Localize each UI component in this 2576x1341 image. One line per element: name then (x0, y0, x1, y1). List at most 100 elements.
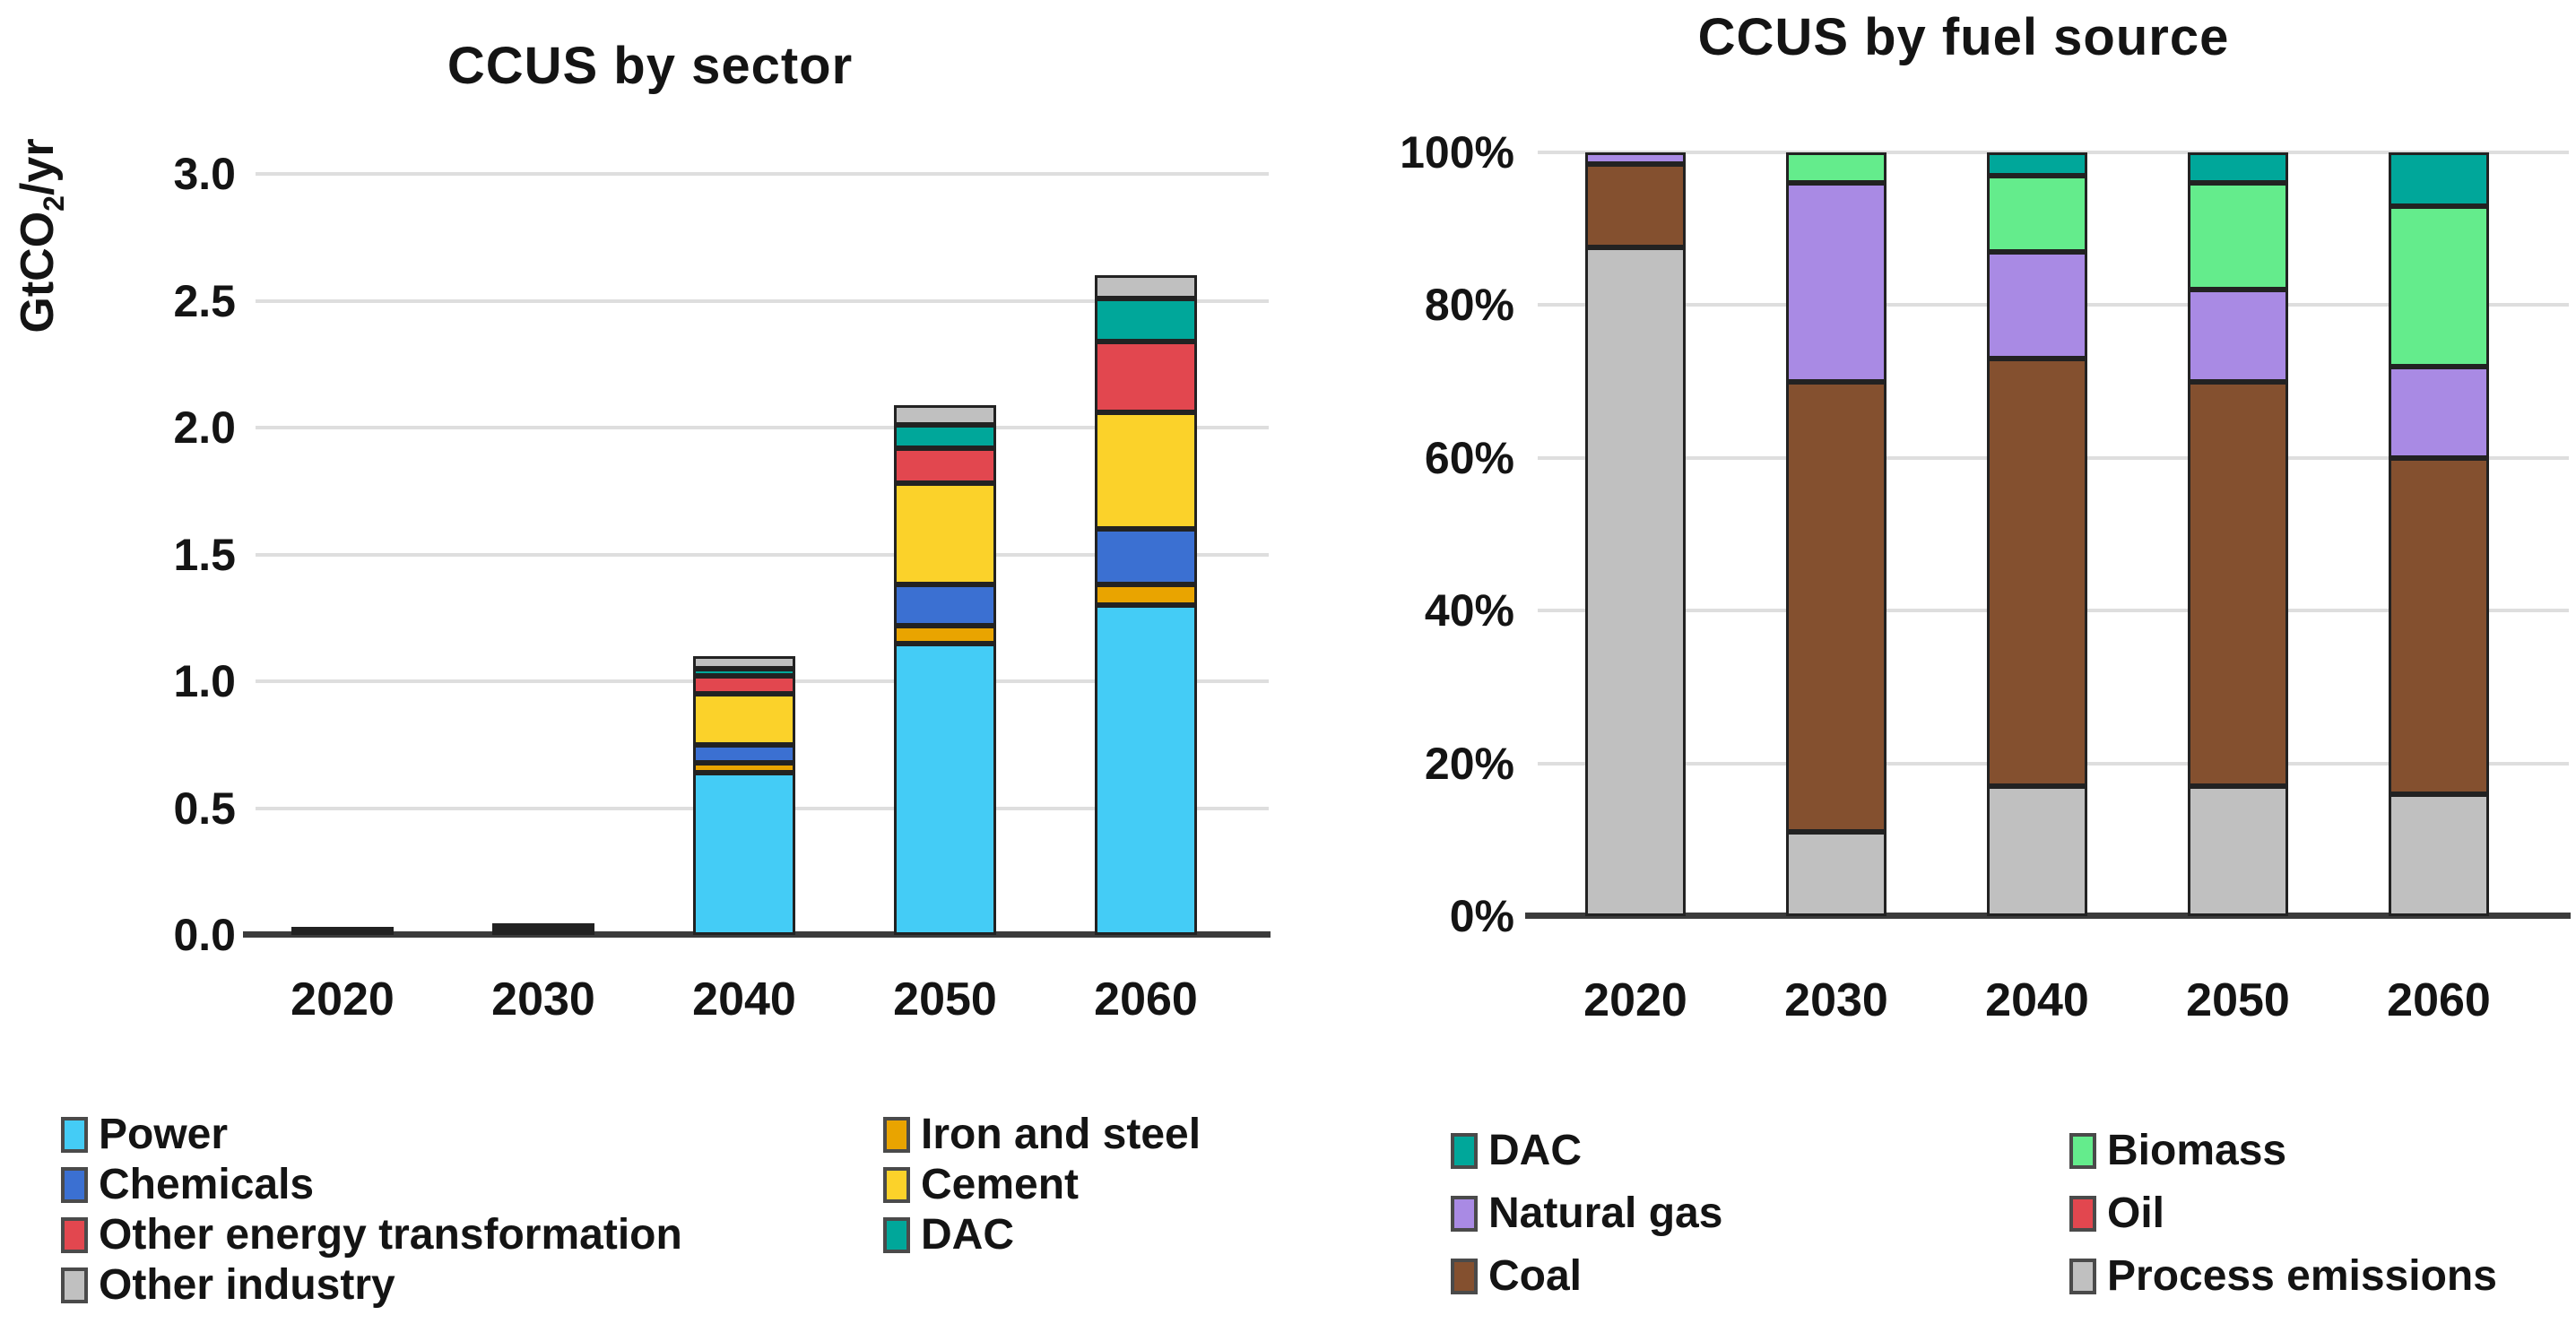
fuel-plot-area: 0% 20% 40% 60% 80% 100% 2020 2030 2040 2050 2060 (1400, 125, 2571, 1026)
legend-label-dac: DAC (1488, 1127, 1582, 1174)
bar-segment-other-industry-2040 (693, 656, 795, 669)
x-tick-label-2050: 2050 (893, 973, 997, 1025)
bar-segment-dac-2060 (1095, 298, 1197, 342)
gridline-2.5 (256, 298, 1269, 303)
bar-segment-iron-and-steel-2040 (693, 763, 795, 773)
legend-swatch-other-industry (61, 1267, 88, 1303)
bar-segment-process-emissions-2040 (1987, 786, 2087, 916)
x-tick-label-2050: 2050 (2186, 974, 2290, 1026)
legend-swatch-coal (1451, 1258, 1478, 1294)
legend-item-natural-gas: Natural gas (1451, 1189, 1722, 1238)
legend-item-power: Power (61, 1110, 228, 1159)
x-tick-label-2060: 2060 (1094, 973, 1198, 1025)
bar-segment-other-industry-2060 (1095, 275, 1197, 298)
legend-item-dac: DAC (883, 1210, 1014, 1259)
bar-segment-natural-gas-2040 (1987, 252, 2087, 359)
legend-swatch-dac (883, 1216, 910, 1253)
bar-segment-other-industry-2050 (894, 405, 996, 425)
gridline-1.5 (256, 552, 1269, 557)
bar-segment-power-2040 (693, 773, 795, 935)
legend-swatch-cement (883, 1166, 910, 1203)
gridline-2.0 (256, 426, 1269, 429)
bar-segment-cement-2040 (693, 694, 795, 745)
y-tick-label: 80% (1424, 280, 1514, 331)
bar-segment-dac-2040 (1987, 152, 2087, 176)
legend-label-oil: Oil (2107, 1190, 2165, 1237)
y-tick-label: 0.0 (173, 910, 236, 960)
y-axis-label-text: GtCO (12, 211, 64, 333)
bar-segment-iron-and-steel-2050 (894, 626, 996, 644)
x-tick-label-2020: 2020 (291, 973, 395, 1025)
bar-segment-dac-2050 (894, 425, 996, 448)
bar-segment-other-energy-transformation-2050 (894, 448, 996, 483)
legend-label-biomass: Biomass (2107, 1127, 2287, 1174)
x-tick-label-2030: 2030 (1784, 974, 1888, 1026)
bar-segment-natural-gas-2060 (2389, 367, 2489, 458)
bar-segment-process-emissions-2030 (1786, 832, 1886, 916)
legend-label-coal: Coal (1488, 1252, 1583, 1300)
bar-segment-process-emissions-2060 (2389, 794, 2489, 916)
x-tick-label-2040: 2040 (1985, 974, 2089, 1026)
legend-item-process-emissions: Process emissions (2069, 1251, 2497, 1301)
legend-swatch-oil (2069, 1195, 2096, 1232)
legend-swatch-process-emissions (2069, 1258, 2096, 1294)
y-tick-label: 100% (1400, 127, 1514, 177)
bar-segment-chemicals-2040 (693, 745, 795, 763)
y-tick-label: 2.5 (173, 275, 236, 326)
y-tick-label: 2.0 (173, 402, 236, 453)
y-axis-label: GtCO2/yr (10, 83, 70, 388)
bar-segment-other-energy-transformation-2060 (1095, 342, 1197, 412)
bar-segment-natural-gas-2050 (2188, 290, 2288, 382)
bar-segment-other-industry-2020 (291, 927, 394, 932)
bar-segment-chemicals-2060 (1095, 529, 1197, 584)
bar-segment-biomass-2050 (2188, 183, 2288, 290)
bar-segment-dac-2060 (2389, 152, 2489, 206)
legend-label-natural-gas: Natural gas (1488, 1190, 1723, 1237)
chart-title-fuel: CCUS by fuel source (1697, 8, 2230, 66)
bar-segment-power-2050 (894, 644, 996, 935)
bar-segment-coal-2020 (1585, 164, 1686, 247)
legend-label-dac: DAC (921, 1211, 1014, 1259)
bar-segment-cement-2060 (1095, 412, 1197, 529)
bar-segment-iron-and-steel-2060 (1095, 584, 1197, 605)
legend-item-chemicals: Chemicals (61, 1160, 314, 1209)
ccus-by-fuel-source-chart: CCUS by fuel source 0% 20% 40% 60% 80% 100% 20… (1300, 0, 2576, 1341)
bar-segment-dac-2040 (693, 669, 795, 676)
legend-swatch-natural-gas (1451, 1195, 1478, 1232)
bar-segment-biomass-2060 (2389, 206, 2489, 367)
y-axis-label-subscript: 2 (38, 195, 70, 212)
x-tick-label-2060: 2060 (2387, 974, 2491, 1026)
legend-label-cement: Cement (921, 1161, 1080, 1208)
bar-segment-cement-2050 (894, 483, 996, 584)
legend-label-iron-and-steel: Iron and steel (921, 1111, 1201, 1158)
legend-item-coal: Coal (1451, 1251, 1582, 1301)
x-tick-label-2030: 2030 (491, 973, 595, 1025)
y-tick-label: 1.5 (173, 529, 236, 580)
y-tick-label: 0% (1449, 891, 1514, 941)
bar-segment-coal-2060 (2389, 458, 2489, 794)
x-tick-label-2040: 2040 (692, 973, 796, 1025)
legend-item-iron-and-steel: Iron and steel (883, 1110, 1201, 1159)
legend-item-other-industry: Other industry (61, 1260, 395, 1310)
y-tick-label: 1.0 (173, 656, 236, 706)
gridline-3.0 (256, 172, 1269, 176)
legend-item-biomass: Biomass (2069, 1126, 2286, 1175)
legend-label-power: Power (99, 1111, 229, 1158)
ccus-by-sector-chart: CCUS by sector GtCO2/yr 0.0 0.5 1.0 1.5 2.0 2… (10, 37, 1271, 1310)
bar-segment-dac-2050 (2188, 152, 2288, 183)
legend-item-oil: Oil (2069, 1189, 2164, 1238)
legend-item-other-energy-transformation: Other energy transformation (61, 1210, 682, 1259)
y-axis-label-unit: /yr (12, 138, 64, 196)
legend-item-cement: Cement (883, 1160, 1079, 1209)
y-tick-label: 20% (1424, 738, 1514, 789)
legend-swatch-other-energy-transformation (61, 1216, 88, 1253)
bar-segment-biomass-2030 (1786, 152, 1886, 183)
legend-swatch-power (61, 1116, 88, 1153)
bar-segment-other-industry-2030 (492, 923, 594, 929)
bar-segment-power-2060 (1095, 605, 1197, 935)
legend-label-other-energy-transformation: Other energy transformation (99, 1211, 682, 1259)
sector-plot-area: 0.0 0.5 1.0 1.5 2.0 2.5 3.0 2020 2030 2040 2050 206… (173, 143, 1271, 1025)
y-tick-label: 0.5 (173, 783, 236, 834)
legend-label-process-emissions: Process emissions (2107, 1252, 2497, 1300)
legend-label-chemicals: Chemicals (99, 1161, 315, 1208)
